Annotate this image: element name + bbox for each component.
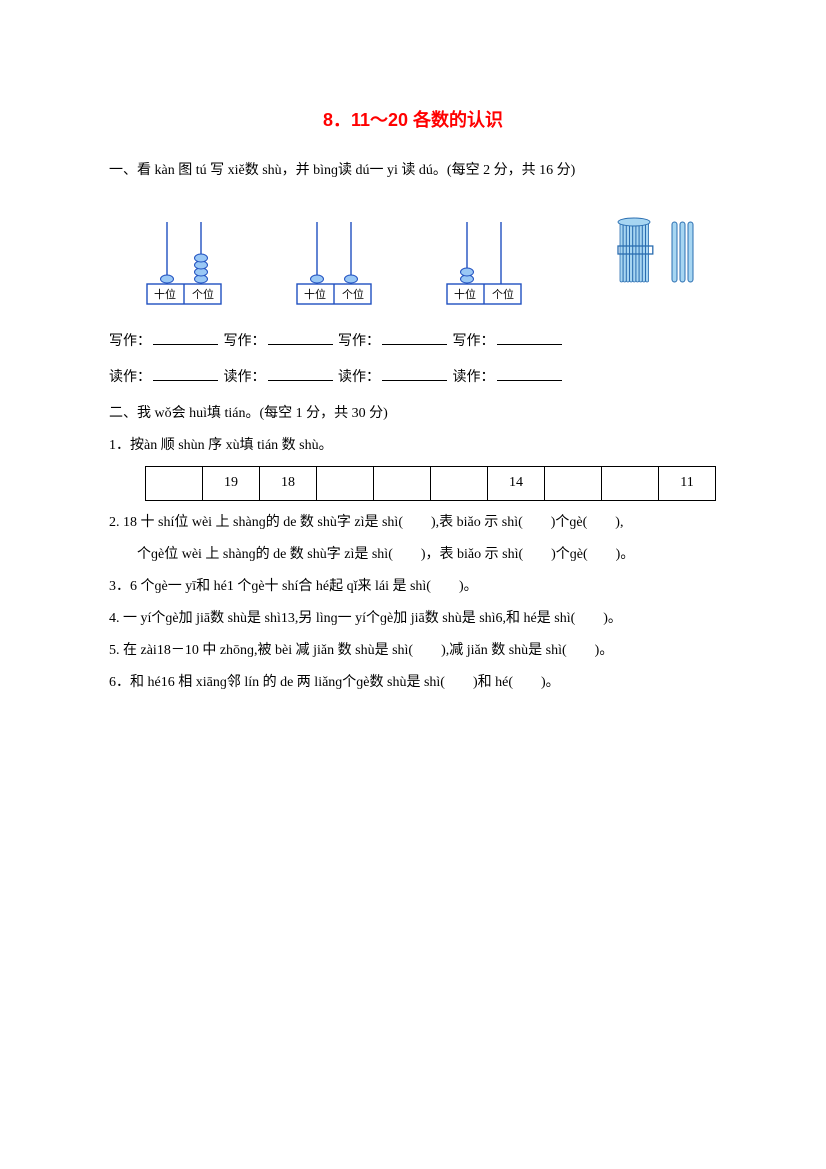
q6: 6．和 hé16 相 xiānɡ邻 lín 的 de 两 liǎnɡ个ɡè数 s…: [109, 667, 717, 699]
write-label-3: 写作：: [338, 334, 380, 349]
blank: [153, 380, 218, 381]
q1-cell: 18: [260, 467, 317, 500]
q1-cell: [374, 467, 431, 500]
blank: [382, 380, 447, 381]
q1-cell: [602, 467, 659, 500]
blank: [497, 344, 562, 345]
write-label-4: 写作：: [453, 334, 495, 349]
q1-cell: 14: [488, 467, 545, 500]
svg-text:个位: 个位: [342, 287, 364, 301]
q1-cell: [317, 467, 374, 500]
stick-bundle: [597, 216, 717, 307]
abacus-svg: 十位 个位: [139, 216, 229, 308]
abacus-svg: 十位 个位: [289, 216, 379, 308]
q1-cell: [545, 467, 602, 500]
page-title: 8．11～20 各数的认识: [109, 100, 717, 141]
q5: 5. 在 zài18－10 中 zhōnɡ,被 bèi 减 jiǎn 数 shù…: [109, 635, 717, 667]
q1-label: 1．按àn 顺 shùn 序 xù填 tián 数 shù。: [109, 430, 717, 462]
blank: [497, 380, 562, 381]
q4: 4. 一 yí个ɡè加 jiā数 shù是 shì13,另 lìnɡ一 yí个ɡ…: [109, 603, 717, 635]
read-label-1: 读作：: [109, 370, 151, 385]
q2-line2: 个ɡè位 wèi 上 shànɡ的 de 数 shù字 zì是 shì( )，表…: [109, 539, 717, 571]
svg-text:个位: 个位: [192, 287, 214, 301]
blank: [382, 344, 447, 345]
write-label-2: 写作：: [224, 334, 266, 349]
q3: 3．6 个ɡè一 yī和 hé1 个ɡè十 shí合 hé起 qǐ来 lái 是…: [109, 571, 717, 603]
q1-cell: [146, 467, 203, 500]
blank: [153, 344, 218, 345]
read-label-2: 读作：: [224, 370, 266, 385]
abacus-1: 十位 个位: [109, 216, 259, 308]
read-row: 读作： 读作： 读作： 读作：: [109, 362, 717, 394]
bundle-svg: [602, 216, 712, 294]
section-2-heading: 二、我 wǒ会 huì填 tián。(每空 1 分，共 30 分): [109, 398, 717, 430]
q1-cell: 11: [659, 467, 716, 500]
worksheet-page: 8．11～20 各数的认识 一、看 kàn 图 tú 写 xiě数 shù，并 …: [0, 0, 826, 1169]
svg-text:十位: 十位: [304, 287, 326, 301]
svg-text:十位: 十位: [154, 287, 176, 301]
q2-line1: 2. 18 十 shí位 wèi 上 shànɡ的 de 数 shù字 zì是 …: [109, 507, 717, 539]
blank: [268, 380, 333, 381]
q1-cell: [431, 467, 488, 500]
figures-row: 十位 个位 十位 个位 十位 个位: [109, 216, 717, 308]
write-label-1: 写作：: [109, 334, 151, 349]
abacus-2: 十位 个位: [259, 216, 409, 308]
abacus-svg: 十位 个位: [439, 216, 529, 308]
svg-text:十位: 十位: [454, 287, 476, 301]
section-1-heading: 一、看 kàn 图 tú 写 xiě数 shù，并 bìnɡ读 dú一 yi 读…: [109, 155, 717, 187]
svg-text:个位: 个位: [492, 287, 514, 301]
blank: [268, 344, 333, 345]
abacus-3: 十位 个位: [409, 216, 559, 308]
write-row: 写作： 写作： 写作： 写作：: [109, 326, 717, 358]
q1-cell: 19: [203, 467, 260, 500]
read-label-4: 读作：: [453, 370, 495, 385]
read-label-3: 读作：: [338, 370, 380, 385]
q1-table: 1918 14 11: [145, 466, 716, 500]
